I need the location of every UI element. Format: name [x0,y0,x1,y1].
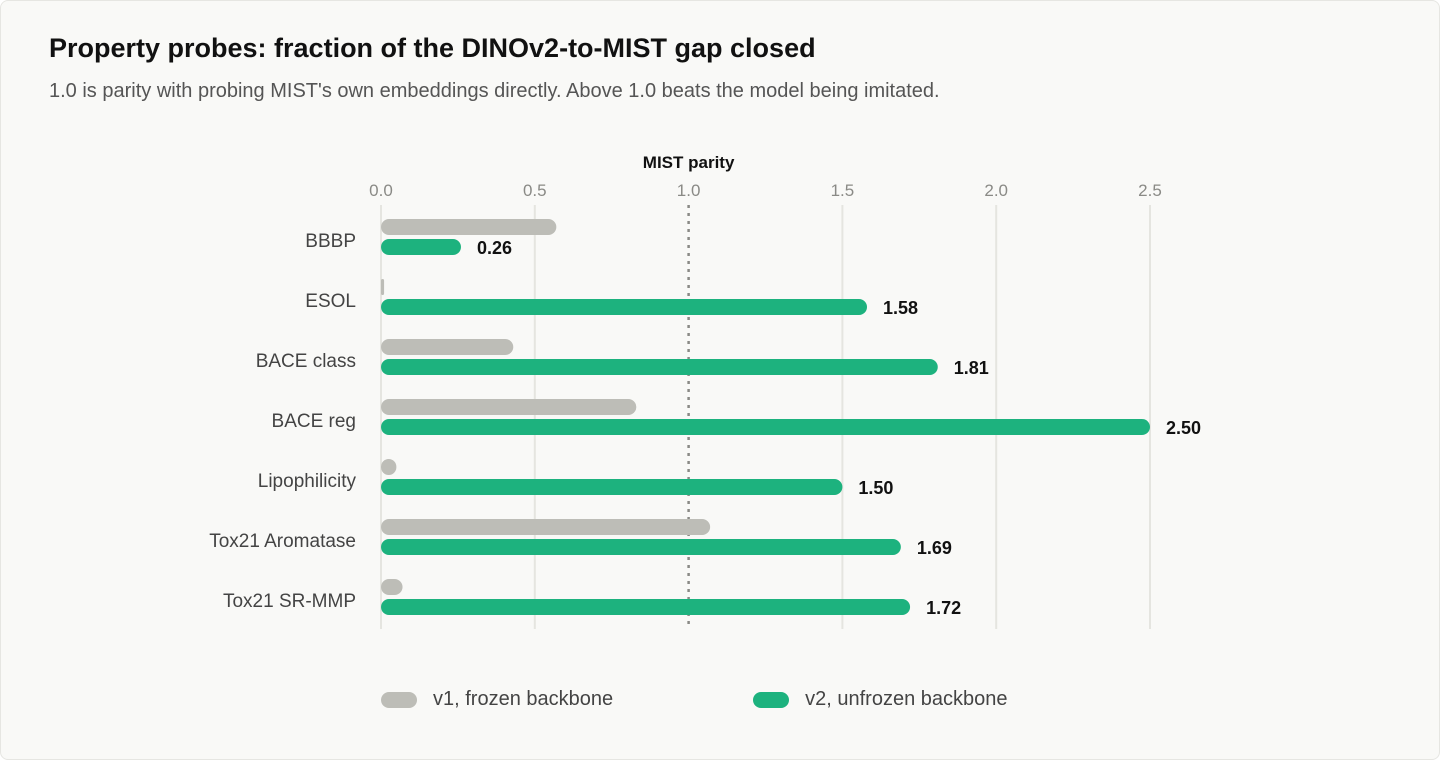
category-label: ESOL [305,291,356,312]
legend-label-v2: v2, unfrozen backbone [805,688,1008,710]
category-label: Lipophilicity [258,471,357,492]
category-label: Tox21 Aromatase [209,531,356,552]
bar-v2-0 [381,239,461,255]
x-tick-label: 0.5 [523,181,547,200]
value-label: 1.81 [954,358,989,378]
bar-v1-0 [381,219,557,235]
bar-v2-1 [381,299,868,315]
bar-chart: 0.0 0.5 1.0 1.5 2.0 2.5 MIST parity BBBPESOLB… [209,153,1201,629]
legend: v1, frozen backbone v2, unfrozen backbon… [381,688,1148,711]
chart-title: Property probes: fraction of the DINOv2-… [49,33,816,63]
bar-v1-5 [381,519,711,535]
chart-subtitle: 1.0 is parity with probing MIST's own em… [49,80,940,102]
grid-layer [380,205,1151,629]
x-tick-label: 2.0 [984,181,1008,200]
legend-swatch-v2 [753,691,790,708]
x-axis-ticks: 0.0 0.5 1.0 1.5 2.0 2.5 [369,181,1162,200]
bar-v2-2 [381,359,938,375]
bar-v1-2 [381,339,514,355]
bar-v2-5 [381,539,901,555]
reference-line-layer: MIST parity [643,153,735,629]
category-label: BBBP [305,231,356,252]
value-label: 0.26 [477,238,512,258]
x-tick-label: 1.5 [831,181,855,200]
legend-item-v1: v1, frozen backbone [381,688,613,711]
bar-v2-3 [381,419,1150,435]
x-tick-label: 2.5 [1138,181,1162,200]
legend-swatch-v1 [381,691,417,708]
x-tick-label: 0.0 [369,181,393,200]
legend-item-v2: v2, unfrozen backbone [753,688,1008,711]
category-label: Tox21 SR-MMP [223,591,356,612]
mist-parity-label: MIST parity [643,153,735,172]
bar-v2-6 [381,599,911,615]
value-label: 2.50 [1166,418,1201,438]
category-labels: BBBP ESOL BACE class BACE reg Lipophilicity T… [209,231,356,612]
bar-v1-3 [381,399,637,415]
legend-label-v1: v1, frozen backbone [433,688,614,710]
bar-v1-6 [381,579,403,595]
value-label: 1.58 [883,298,918,318]
value-label: 1.69 [917,538,952,558]
bar-v2-4 [381,479,843,495]
bar-v1-1 [381,279,385,295]
bars-layer [381,219,1150,615]
category-label: BACE reg [272,411,356,432]
bar-v1-4 [381,459,397,475]
category-label: BACE class [256,351,356,372]
x-tick-label: 1.0 [677,181,701,200]
value-labels: 0.26 1.58 1.81 2.50 1.50 1.69 1.72 [477,238,1201,618]
value-label: 1.50 [858,478,893,498]
value-label: 1.72 [926,598,961,618]
